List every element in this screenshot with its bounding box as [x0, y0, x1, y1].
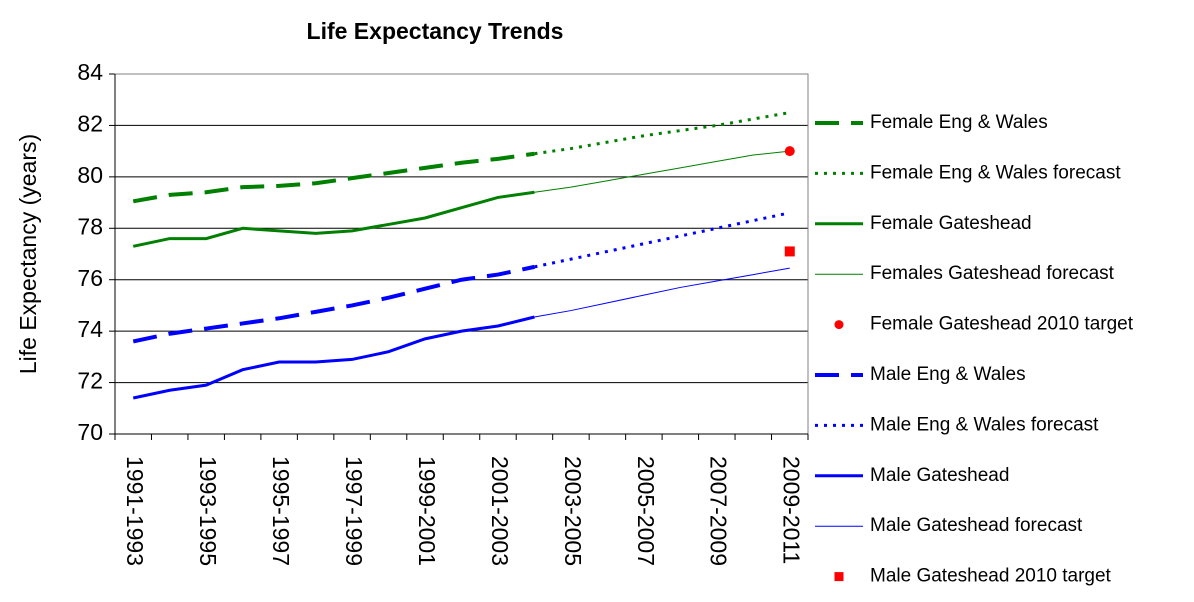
legend-label: Female Eng & Wales — [870, 112, 1048, 133]
point — [784, 146, 795, 157]
chart-title: Life Expectancy Trends — [307, 18, 564, 44]
x-tick-label: 2001-2003 — [487, 456, 513, 566]
y-tick-label: 82 — [77, 111, 103, 137]
x-tick-label: 2009-2011 — [779, 456, 805, 564]
legend-symbol — [834, 572, 844, 582]
series-line — [132, 264, 535, 344]
legend-label: Male Gateshead 2010 target — [870, 566, 1112, 587]
series-line — [534, 111, 791, 156]
legend-label: Females Gateshead forecast — [870, 263, 1115, 284]
x-tick-label: 2005-2007 — [633, 456, 659, 566]
legend-label: Female Gateshead — [870, 213, 1032, 234]
y-tick-label: 78 — [77, 213, 103, 239]
legend-label: Male Gateshead forecast — [870, 515, 1083, 536]
series-line — [132, 315, 535, 400]
legend-label: Female Gateshead 2010 target — [870, 314, 1134, 335]
legend-symbol — [834, 320, 844, 330]
y-tick-label: 76 — [77, 265, 103, 291]
x-tick-label: 1993-1995 — [195, 456, 221, 566]
legend-label: Male Eng & Wales forecast — [870, 414, 1099, 435]
x-tick-label: 2007-2009 — [706, 456, 732, 566]
x-tick-label: 1995-1997 — [268, 456, 294, 566]
x-tick-label: 2003-2005 — [560, 456, 586, 566]
y-tick-label: 80 — [77, 162, 103, 188]
x-tick-label: 1997-1999 — [341, 456, 367, 566]
x-tick-label: 1991-1993 — [122, 456, 148, 566]
y-tick-label: 70 — [77, 419, 103, 445]
point — [784, 246, 795, 257]
y-tick-label: 72 — [77, 368, 103, 394]
y-axis-label: Life Expectancy (years) — [15, 134, 41, 374]
x-tick-label: 1999-2001 — [414, 456, 440, 566]
series-line — [132, 151, 535, 204]
legend-label: Female Eng & Wales forecast — [870, 162, 1121, 183]
series-line — [534, 267, 790, 318]
legend-label: Male Eng & Wales — [870, 364, 1026, 385]
legend-label: Male Gateshead — [870, 465, 1009, 486]
series-line — [132, 190, 535, 248]
y-tick-label: 74 — [77, 316, 103, 342]
y-tick-label: 84 — [77, 59, 103, 85]
series-line — [534, 211, 791, 269]
series-line — [534, 150, 790, 193]
